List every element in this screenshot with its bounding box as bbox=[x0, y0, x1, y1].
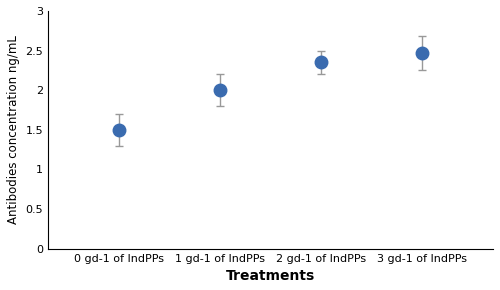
X-axis label: Treatments: Treatments bbox=[226, 269, 315, 283]
Point bbox=[216, 88, 224, 93]
Point bbox=[418, 51, 426, 55]
Point bbox=[317, 60, 325, 65]
Point bbox=[115, 128, 123, 132]
Y-axis label: Antibodies concentration ng/mL: Antibodies concentration ng/mL bbox=[7, 35, 20, 224]
